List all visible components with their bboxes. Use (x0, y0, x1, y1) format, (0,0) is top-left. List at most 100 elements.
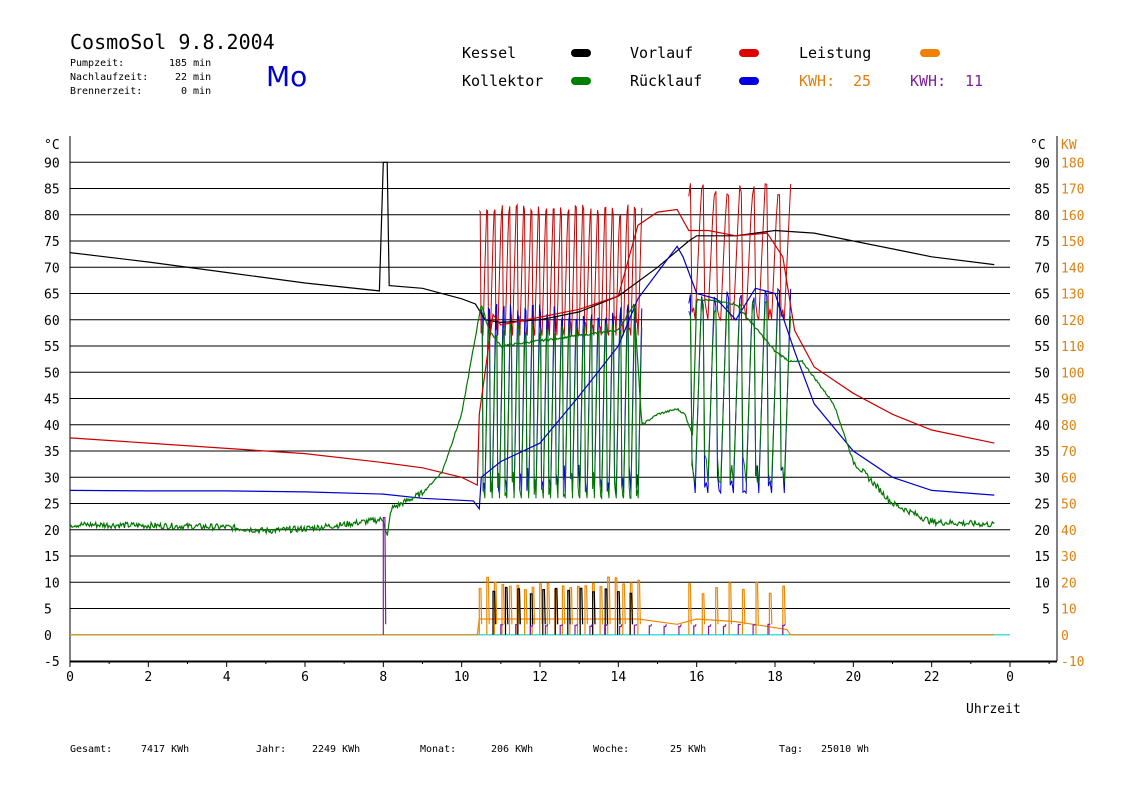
y-right-temp-tick-label: 30 (1034, 471, 1050, 486)
y-right-temp-tick-label: 35 (1034, 445, 1050, 460)
y-right-power-tick-label: 180 (1061, 156, 1084, 171)
y-right-power-tick-label: 40 (1061, 524, 1077, 539)
power-spike (478, 576, 641, 635)
x-tick-label: 20 (846, 670, 862, 685)
x-tick-label: 6 (301, 670, 309, 685)
legend-kollektor-label: Kollektor (462, 72, 544, 90)
weekday-label: Mo (266, 60, 308, 93)
stat-value-brenner: 0 min (181, 86, 212, 97)
footer-gesamt-label: Gesamt: (70, 744, 113, 755)
x-tick-label: 0 (66, 670, 74, 685)
oscillation-kollektor (688, 298, 792, 484)
footer-monat-label: Monat: (420, 744, 457, 755)
x-axis-label: Uhrzeit (966, 702, 1021, 717)
power-spike (492, 586, 633, 635)
y-left-tick-label: 70 (44, 261, 60, 276)
y-left-tick-label: 50 (44, 366, 60, 381)
y-right-power-tick-label: 100 (1061, 366, 1084, 381)
footer-jahr-label: Jahr: (256, 744, 287, 755)
y-left-tick-label: 40 (44, 419, 60, 434)
app-title: CosmoSol 9.8.2004 (70, 30, 275, 54)
y-right-power-tick-label: 80 (1061, 419, 1077, 434)
x-tick-label: 18 (767, 670, 783, 685)
series-line-leistung (70, 618, 995, 636)
legend-kwh1-value: 25 (853, 72, 872, 90)
y-right-power-tick-label: 160 (1061, 209, 1084, 224)
y-right-power-tick-label: 90 (1061, 393, 1077, 408)
legend-kollektor-swatch (571, 77, 591, 85)
y-left-tick-label: -5 (44, 655, 60, 670)
y-left-tick-label: 0 (44, 629, 52, 644)
y-right-power-tick-label: 10 (1061, 603, 1077, 618)
y-right-temp-tick-label: 20 (1034, 524, 1050, 539)
x-tick-label: 8 (379, 670, 387, 685)
y-right-temp-tick-label: 90 (1034, 156, 1050, 171)
y-left-tick-label: 60 (44, 314, 60, 329)
y-right-temp-tick-label: 40 (1034, 419, 1050, 434)
y-right-temp-tick-label: 15 (1034, 550, 1050, 565)
x-tick-label: 22 (924, 670, 940, 685)
y-right-power-tick-label: 140 (1061, 261, 1084, 276)
y-left-tick-label: 35 (44, 445, 60, 460)
y-right-power-tick-label: 50 (1061, 498, 1077, 513)
y-left-tick-label: 75 (44, 235, 60, 250)
legend-ruecklauf-swatch (739, 77, 759, 85)
y-left-tick-label: 10 (44, 576, 60, 591)
legend-kwh2-label: KWH: (910, 72, 947, 90)
stat-label-nachlauf: Nachlaufzeit: (70, 72, 149, 83)
y-right-power-tick-label: 60 (1061, 471, 1077, 486)
y-right-temp-tick-label: 80 (1034, 209, 1050, 224)
x-tick-label: 16 (689, 670, 705, 685)
y-left-tick-label: 25 (44, 498, 60, 513)
power-spike (382, 517, 387, 635)
legend-leistung-label: Leistung (799, 44, 872, 62)
footer-gesamt-value: 7417 KWh (141, 744, 190, 755)
y-right-temp-tick-label: 55 (1034, 340, 1050, 355)
legend-kessel-swatch (571, 49, 591, 57)
y-left-tick-label: 65 (44, 288, 60, 303)
y-right-temp-tick-label: 50 (1034, 366, 1050, 381)
stat-label-pump: Pumpzeit: (70, 58, 125, 69)
y-left-tick-label: 20 (44, 524, 60, 539)
y-left-tick-label: 30 (44, 471, 60, 486)
x-tick-label: 2 (144, 670, 152, 685)
legend-vorlauf-swatch (739, 49, 759, 57)
footer-jahr-value: 2249 KWh (312, 744, 361, 755)
y-right-power-tick-label: 120 (1061, 314, 1084, 329)
x-tick-label: 14 (611, 670, 627, 685)
legend-kwh1-label: KWH: (799, 72, 836, 90)
y-right-power-tick-label: 0 (1061, 629, 1069, 644)
y-right-power-tick-label: 130 (1061, 288, 1084, 303)
footer-monat-value: 206 KWh (491, 744, 534, 755)
y-right-temp-tick-label: 60 (1034, 314, 1050, 329)
stat-value-pump: 185 min (169, 58, 212, 69)
x-tick-label: 10 (454, 670, 470, 685)
y-left-tick-label: 55 (44, 340, 60, 355)
y-right-power-tick-label: 20 (1061, 576, 1077, 591)
y-left-tick-label: 85 (44, 183, 60, 198)
y-right-temp-tick-label: 70 (1034, 261, 1050, 276)
y-right-temp-tick-label: 75 (1034, 235, 1050, 250)
power-spike (688, 581, 786, 635)
series-line-ruecklauf (69, 245, 995, 511)
legend-vorlauf-label: Vorlauf (630, 44, 694, 62)
legend-leistung-swatch (920, 49, 940, 57)
legend-ruecklauf-label: Rücklauf (630, 72, 703, 90)
y-right-power-tick-label: 150 (1061, 235, 1084, 250)
y-right-power-tick-label: 110 (1061, 340, 1084, 355)
oscillation-kollektor (480, 319, 643, 501)
stat-value-nachlauf: 22 min (175, 72, 212, 83)
footer-woche-value: 25 KWh (670, 744, 707, 755)
series-line-kessel (69, 161, 995, 324)
x-tick-label: 0 (1006, 670, 1014, 685)
oscillation-vorlauf (688, 183, 792, 322)
y-left-tick-label: 45 (44, 393, 60, 408)
series-line-kollektor (69, 298, 995, 536)
y-right-power-unit: KW (1061, 138, 1077, 153)
y-right-power-tick-label: 70 (1061, 445, 1077, 460)
footer-tag-label: Tag: (779, 744, 804, 755)
y-right-temp-tick-label: 10 (1034, 576, 1050, 591)
legend-kwh2-value: 11 (965, 72, 984, 90)
legend-kessel-label: Kessel (462, 44, 517, 62)
